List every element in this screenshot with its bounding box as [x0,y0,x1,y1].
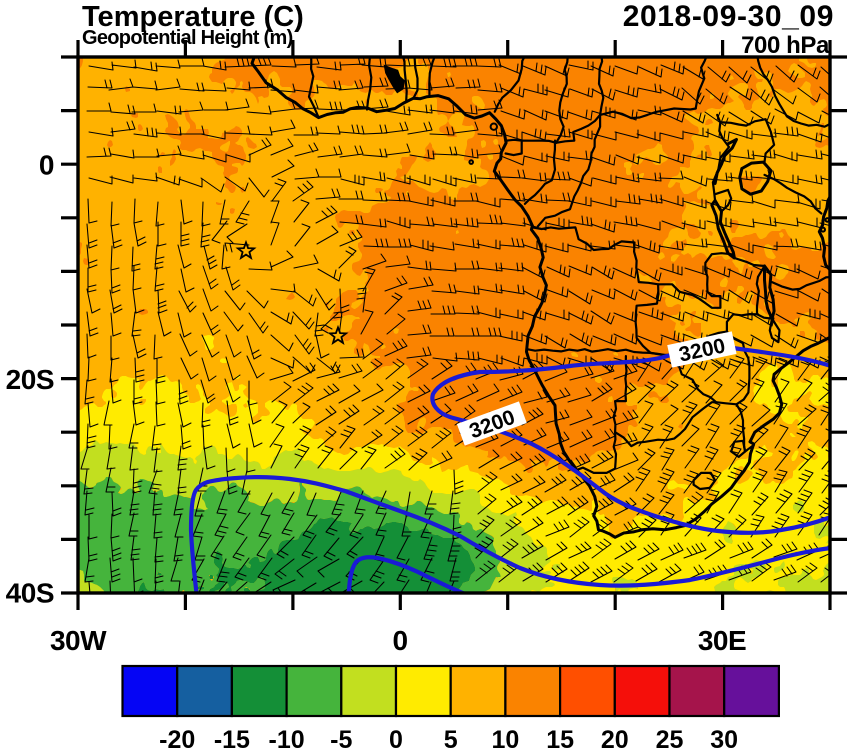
svg-text:25: 25 [656,726,684,750]
svg-text:-15: -15 [214,726,250,750]
svg-text:30: 30 [710,726,738,750]
svg-text:-10: -10 [269,726,305,750]
svg-text:15: 15 [546,726,574,750]
svg-text:-5: -5 [330,726,352,750]
svg-text:Temperature (C): Temperature (C) [82,1,304,33]
svg-text:10: 10 [491,726,519,750]
svg-text:0: 0 [389,726,403,750]
svg-text:Geopotential Height (m): Geopotential Height (m) [82,27,293,49]
svg-text:-20: -20 [159,726,195,750]
svg-text:2018-09-30_09: 2018-09-30_09 [623,0,834,33]
svg-text:20: 20 [601,726,629,750]
svg-text:30E: 30E [698,625,746,656]
svg-text:700 hPa: 700 hPa [741,32,830,59]
svg-text:40S: 40S [6,578,54,609]
svg-text:30W: 30W [50,625,107,656]
svg-text:0: 0 [392,625,407,656]
svg-text:0: 0 [39,150,54,181]
svg-text:20S: 20S [6,364,54,395]
svg-text:5: 5 [444,726,458,750]
